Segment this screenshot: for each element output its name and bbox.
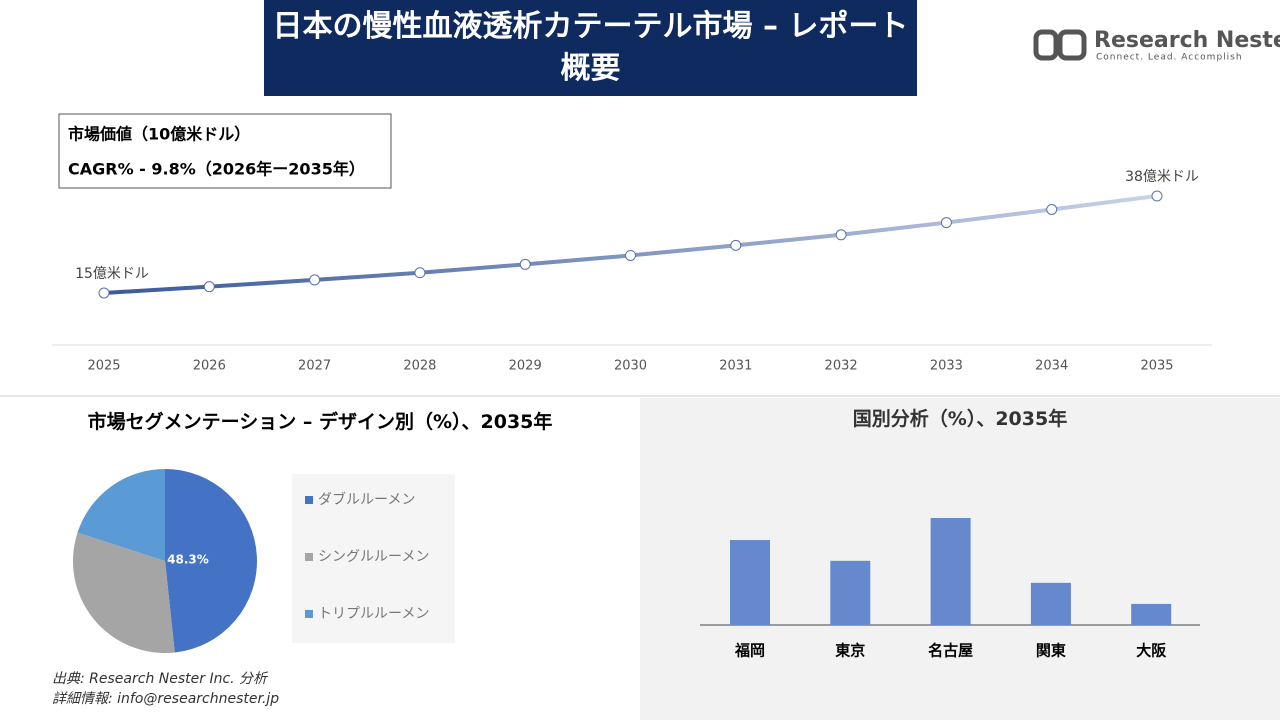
x-tick-label: 名古屋 (928, 642, 973, 660)
bar (1030, 582, 1071, 625)
point (1046, 203, 1058, 215)
x-tick-label: 2025 (87, 359, 120, 374)
bar (1131, 603, 1172, 625)
x-tick-label: 2031 (719, 359, 752, 374)
bar-title: 国別分析（%）、2035年 (852, 408, 1068, 430)
point (98, 287, 110, 299)
footer-contact: 詳細情報: info@researchnester.jp (52, 691, 279, 707)
footer-source: 出典: Research Nester Inc. 分析 (52, 671, 269, 687)
point (730, 239, 742, 251)
point (1151, 190, 1163, 202)
point (940, 217, 952, 229)
legend-label: ダブルルーメン (318, 491, 415, 508)
info-line: 市場価値（10億米ドル） (68, 125, 250, 144)
info-box (58, 113, 392, 189)
legend-box (292, 474, 455, 643)
value-label: 48.3% (167, 552, 209, 566)
point (309, 274, 321, 286)
logo-icon (1033, 29, 1059, 61)
bar (830, 560, 871, 625)
line (103, 194, 1158, 295)
x-tick-label: 2032 (825, 359, 858, 374)
point (203, 281, 215, 293)
bar (930, 518, 971, 625)
legend-label: トリプルルーメン (318, 606, 429, 622)
pie-slice (165, 469, 258, 653)
point (625, 249, 636, 261)
x-tick-label: 2035 (1140, 359, 1173, 374)
logo-icon (1057, 29, 1087, 61)
x-tick-label: 福岡 (734, 642, 765, 660)
point (519, 258, 531, 270)
x-tick-label: 関東 (1036, 642, 1066, 660)
x-tick-label: 2028 (403, 359, 436, 374)
legend-label: シングルルーメン (318, 549, 429, 565)
x-tick-label: 2030 (614, 359, 647, 374)
legend-swatch (305, 496, 313, 504)
pie-title: 市場セグメンテーション – デザイン別（%）、2035年 (87, 411, 553, 433)
x-tick-label: 2029 (509, 359, 542, 374)
value-label: 15億米ドル (75, 266, 149, 282)
title-banner (264, 0, 917, 96)
legend-swatch (305, 610, 313, 618)
value-label: 38億米ドル (1125, 169, 1199, 185)
x-tick-label: 2033 (930, 359, 963, 374)
logo-tagline: Connect. Lead. Accomplish (1096, 53, 1243, 63)
title: 日本の慢性血液透析カテーテル市場 – レポート概要 (272, 9, 909, 86)
x-tick-label: 2027 (298, 359, 331, 374)
x-tick-label: 2026 (193, 359, 226, 374)
point (835, 229, 847, 241)
pie-slice (73, 532, 175, 653)
bar (730, 540, 770, 625)
legend-swatch (305, 553, 313, 561)
x-tick-label: 2034 (1035, 359, 1068, 374)
x-tick-label: 東京 (835, 642, 865, 660)
x-tick-label: 大阪 (1136, 642, 1167, 660)
info-line: CAGR% - 9.8%（2026年ー2035年） (68, 160, 365, 179)
logo-name: Research Nester (1094, 28, 1280, 53)
point (414, 267, 426, 279)
pie-slice (77, 469, 165, 561)
